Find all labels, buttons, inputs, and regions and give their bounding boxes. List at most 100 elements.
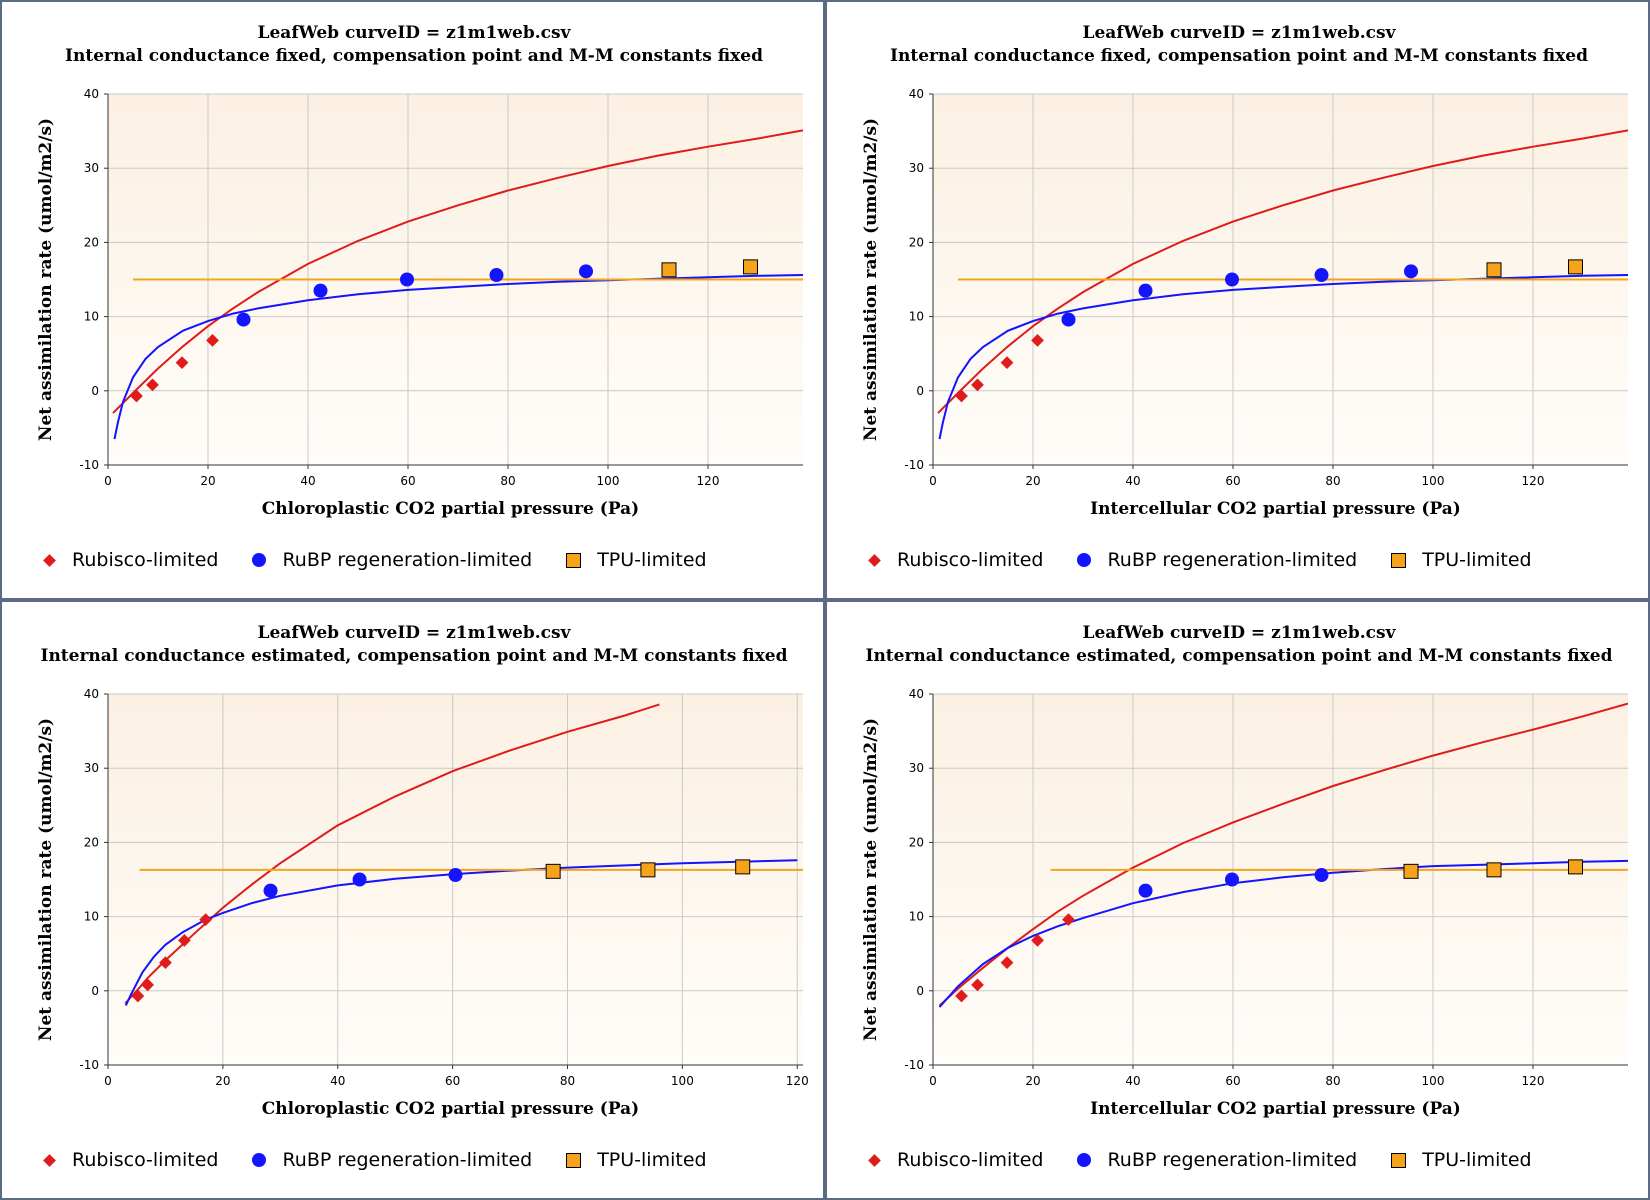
point-rubp [1314,868,1329,883]
chart-title: LeafWeb curveID = z1m1web.csv [258,23,572,43]
point-tpu [1568,259,1583,275]
circle-marker-icon [252,1153,267,1167]
y-tick-label: -10 [79,1058,99,1072]
point-rubp [1061,312,1076,327]
point-tpu [735,859,751,875]
plot-area [933,694,1628,1065]
y-tick-label: 30 [84,761,99,775]
chart-panel-bottom-left: 0 20 40 60 80 100 120 -10 0 10 20 30 40 LeafWeb curve… [0,600,825,1200]
x-tick-label: 40 [1125,1074,1140,1088]
fit-curves [937,129,1628,440]
x-tick-label: 60 [1225,1074,1240,1088]
point-rubp [579,264,593,279]
fit-curves [124,703,803,1007]
curve-rubisco [112,129,803,414]
legend-item-rubp: RuBP regeneration-limited [1077,1149,1357,1171]
x-tick-label: 20 [1025,474,1040,488]
circle-marker-icon [1077,553,1092,567]
x-tick-label: 0 [929,1074,937,1088]
x-tick-label: 40 [1125,474,1140,488]
point-rubp [313,283,328,298]
x-tick-label: 60 [1225,474,1240,488]
point-tpu [1403,863,1419,879]
x-tick-label: 100 [597,474,620,488]
legend-item-tpu: TPU-limited [1391,549,1532,571]
point-rubisco [130,389,143,403]
chart-svg: 0 20 40 60 80 100 120 -10 0 10 20 30 40 LeafWeb curve… [36,23,803,519]
point-rubisco [146,378,159,392]
legend-label-rubp: RuBP regeneration-limited [1107,549,1358,571]
point-rubp [448,868,463,883]
chart-panel-top-right: 0 20 40 60 80 100 120 -10 0 10 20 30 40 LeafWeb curve… [825,0,1650,600]
y-tick-label: 30 [84,161,99,175]
point-rubisco [175,356,189,369]
legend-label-rubp: RuBP regeneration-limited [282,549,533,571]
y-axis-label: Net assimilation rate (umol/m2/s) [36,718,56,1041]
curve-rubisco [124,703,660,1005]
legend-item-rubisco: Rubisco-limited [42,1149,218,1171]
x-tick-label: 120 [1522,1074,1545,1088]
point-rubp [1314,268,1329,283]
x-tick-label: 20 [1025,1074,1040,1088]
x-tick-label: 60 [400,474,415,488]
point-rubisco [206,333,219,347]
x-tick-label: 120 [697,474,720,488]
legend-item-tpu: TPU-limited [1391,1149,1532,1171]
point-rubp [1225,872,1239,887]
y-tick-label: 40 [909,87,924,101]
point-tpu [545,863,561,879]
legend-item-rubp: RuBP regeneration-limited [252,1149,532,1171]
square-marker-icon [566,1152,582,1168]
legend-label-tpu: TPU-limited [597,549,707,571]
y-tick-label: 30 [909,761,924,775]
legend-item-rubp: RuBP regeneration-limited [1077,549,1357,571]
chart-svg: 0 20 40 60 80 100 120 -10 0 10 20 30 40 LeafWeb curve… [861,23,1628,519]
x-tick-label: 60 [445,1074,460,1088]
x-tick-label: 0 [104,474,112,488]
legend-item-rubp: RuBP regeneration-limited [252,549,532,571]
x-axis-label: Chloroplastic CO2 partial pressure (Pa) [262,499,639,519]
x-tick-label: 0 [104,1074,112,1088]
y-tick-label: 10 [909,310,924,324]
x-tick-label: 80 [1325,474,1340,488]
chart-title: LeafWeb curveID = z1m1web.csv [258,623,572,643]
diamond-marker-icon [868,553,881,567]
y-tick-label: 40 [84,687,99,701]
fit-curves [112,129,803,440]
x-tick-label: 100 [1422,474,1445,488]
legend-label-rubp: RuBP regeneration-limited [282,1149,533,1171]
x-tick-label: 40 [300,474,315,488]
y-tick-label: 20 [909,835,924,849]
curve-rubp [124,859,798,1007]
y-tick-label: 10 [84,310,99,324]
x-tick-label: 20 [215,1074,230,1088]
y-tick-label: 0 [91,984,99,998]
legend-item-rubisco: Rubisco-limited [42,549,218,571]
chart-title: LeafWeb curveID = z1m1web.csv [1083,23,1397,43]
y-axis-label: Net assimilation rate (umol/m2/s) [861,118,881,441]
legend-label-tpu: TPU-limited [1422,1149,1532,1171]
point-rubp [489,268,504,283]
legend: Rubisco-limited RuBP regeneration-limite… [42,1149,741,1171]
point-rubp [236,312,251,327]
y-tick-label: 10 [84,910,99,924]
chart-panel-top-left: 0 20 40 60 80 100 120 -10 0 10 20 30 40 LeafWeb curve… [0,0,825,600]
x-tick-label: 80 [1325,1074,1340,1088]
point-rubisco [131,989,145,1003]
y-tick-label: 10 [909,910,924,924]
x-tick-label: 40 [330,1074,345,1088]
legend-label-tpu: TPU-limited [597,1149,707,1171]
legend-label-rubisco: Rubisco-limited [897,549,1044,571]
legend-label-rubisco: Rubisco-limited [72,1149,219,1171]
y-tick-label: 20 [84,835,99,849]
point-tpu [743,259,758,275]
chart-subtitle: Internal conductance estimated, compensa… [866,646,1613,666]
x-axis-label: Intercellular CO2 partial pressure (Pa) [1090,499,1461,519]
point-tpu [1568,859,1583,875]
legend-item-rubisco: Rubisco-limited [867,1149,1043,1171]
y-tick-label: -10 [904,1058,924,1072]
chart-subtitle: Internal conductance fixed, compensation… [890,46,1588,66]
legend-label-rubisco: Rubisco-limited [72,549,219,571]
y-tick-label: 0 [916,384,924,398]
point-tpu [661,262,677,278]
